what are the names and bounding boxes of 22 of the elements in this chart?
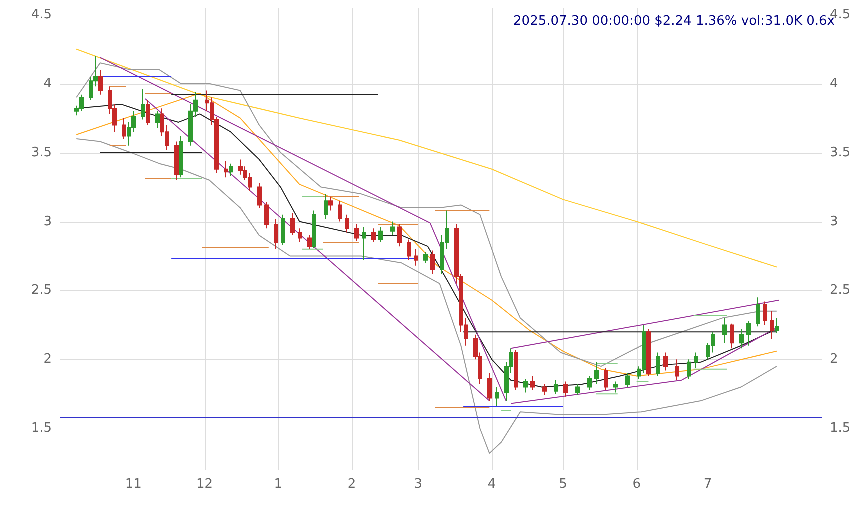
x-tick-label: 6 [632,477,641,492]
y-tick-label: 1.5 [31,421,52,436]
x-tick-label: 1 [274,477,283,492]
x-tick-label: 4 [488,477,496,492]
x-tick-label: 11 [125,477,142,492]
y2-tick-label: 4 [830,76,838,92]
x-tick-label: 7 [704,477,712,492]
x-tick-label: 12 [196,477,214,492]
y-tick-label: 4.5 [31,7,52,22]
y2-tick-label: 2 [830,352,838,368]
y-tick-label: 3.5 [31,145,52,160]
y2-tick-label: 2.5 [830,283,851,298]
x-tick-label: 3 [414,477,423,492]
y-tick-label: 3 [44,214,52,230]
y2-tick-label: 1.5 [830,421,851,436]
y2-tick-label: 3.5 [830,145,851,160]
x-tick-label: 2 [348,477,356,492]
y-tick-label: 2 [44,352,52,368]
y2-tick-label: 3 [830,214,838,230]
y-tick-label: 2.5 [31,283,52,298]
x-tick-label: 5 [559,477,568,492]
y-tick-label: 4 [44,76,52,92]
